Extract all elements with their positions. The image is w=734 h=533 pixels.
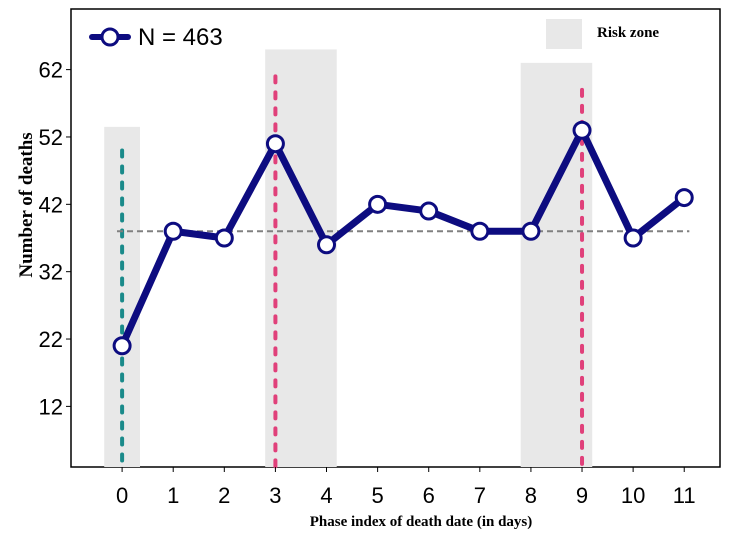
data-point [572,120,592,140]
x-tick-label: 0 [116,483,128,508]
data-point [674,188,694,208]
x-tick-label: 1 [167,483,179,508]
data-point [419,201,439,221]
y-tick-label: 52 [39,125,63,150]
x-tick-label: 10 [621,483,645,508]
legend-marker-swatch [100,27,120,47]
x-tick-label: 11 [673,483,696,508]
x-tick-label: 3 [269,483,281,508]
x-tick-label: 5 [371,483,383,508]
series-line [118,126,688,350]
data-point [521,221,541,241]
y-tick-label: 42 [39,192,63,217]
y-tick-label: 32 [39,260,63,285]
legend: N = 463 Risk zone [89,19,659,51]
y-axis-title: Number of deaths [16,132,37,277]
legend-zone-label: Risk zone [597,25,659,41]
data-point [470,221,490,241]
y-tick-label: 62 [39,58,63,83]
x-tick-label: 7 [474,483,486,508]
y-tick-label: 12 [39,394,63,419]
data-point [368,194,388,214]
x-tick-label: 4 [320,483,332,508]
data-point [163,221,183,241]
data-point [214,228,234,248]
x-tick-label: 2 [218,483,230,508]
legend-zone-swatch [546,19,582,49]
data-point [623,228,643,248]
x-tick-label: 6 [423,483,435,508]
data-point [317,235,337,255]
plot-area-frame [70,8,721,468]
x-tick-label: 9 [576,483,588,508]
data-point [265,134,285,154]
data-point [112,336,132,356]
y-tick-label: 22 [39,327,63,352]
x-axis-title: Phase index of death date (in days) [310,514,533,530]
legend-series-label: N = 463 [138,24,223,51]
x-tick-label: 8 [525,483,537,508]
